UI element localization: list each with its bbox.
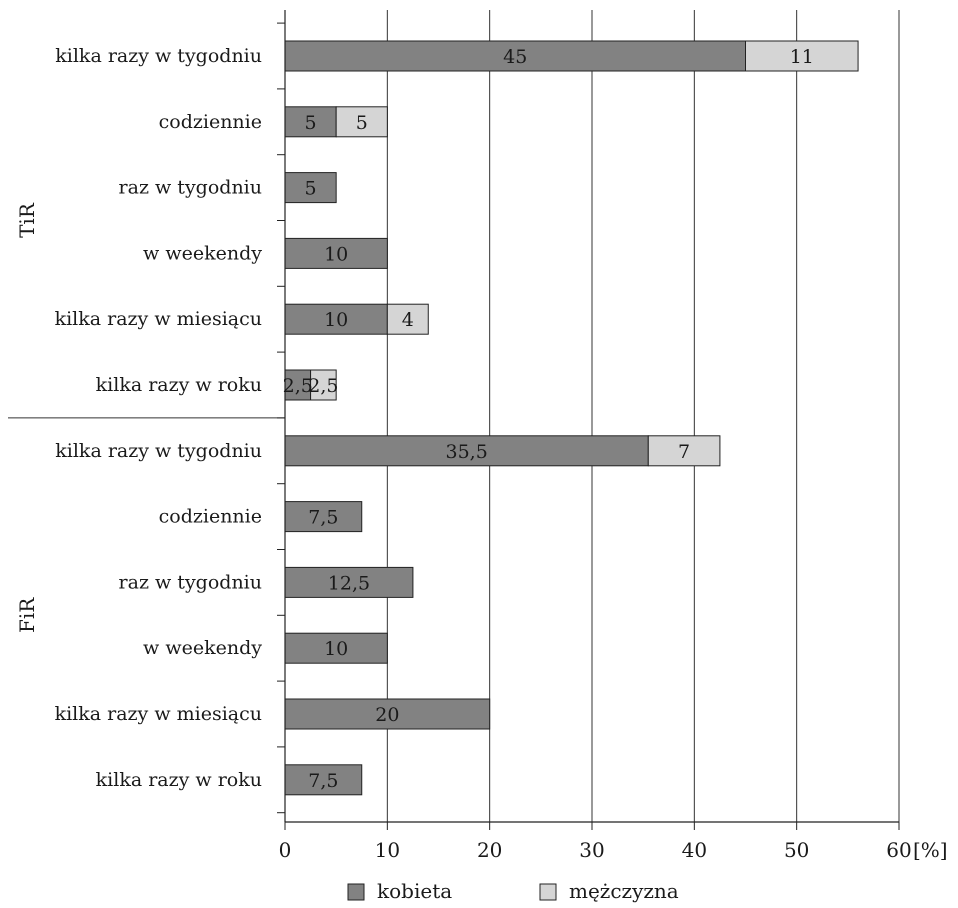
x-tick-label: 50	[784, 838, 809, 862]
bar-mezczyzna	[310, 369, 337, 401]
bar-kobieta	[284, 40, 746, 72]
bar-value-label: 5	[305, 112, 317, 134]
category-label: kilka razy w miesiącu	[55, 308, 262, 330]
bar-value-label: 2,5	[283, 375, 313, 397]
x-tick-label: 40	[682, 838, 707, 862]
x-axis-unit: [%]	[913, 838, 948, 862]
category-label: kilka razy w roku	[96, 374, 262, 396]
bar-mezczyzna	[647, 435, 721, 467]
bar-value-label: 12,5	[328, 572, 370, 594]
bar-kobieta	[284, 501, 363, 533]
bar-value-label: 5	[305, 178, 317, 200]
axis-layer	[8, 10, 900, 830]
bar-mezczyzna	[745, 40, 859, 72]
bar-value-label: 20	[375, 704, 399, 726]
x-tick-label: 0	[279, 838, 292, 862]
legend-swatch	[347, 883, 365, 901]
grid-layer	[386, 10, 900, 822]
category-label: codziennie	[159, 506, 262, 528]
bar-value-label: 35,5	[445, 441, 487, 463]
bar-mezczyzna	[335, 106, 388, 138]
bar-kobieta	[284, 435, 649, 467]
bar-kobieta	[284, 369, 312, 401]
category-label: kilka razy w tygodniu	[55, 45, 262, 67]
bar-value-label: 7,5	[308, 770, 338, 792]
bar-value-label: 10	[324, 309, 348, 331]
x-tick-label: 20	[477, 838, 502, 862]
category-label: w weekendy	[143, 637, 262, 659]
bar-value-label: 10	[324, 243, 348, 265]
x-tick-label: 10	[375, 838, 400, 862]
x-tick-label: 30	[579, 838, 604, 862]
bar-kobieta	[284, 303, 388, 335]
group-label: TiR	[15, 202, 39, 238]
x-tick-label: 60	[886, 838, 911, 862]
category-label: codziennie	[159, 111, 262, 133]
category-label: raz w tygodniu	[119, 177, 262, 199]
category-label: kilka razy w roku	[96, 769, 262, 791]
bar-value-label: 7	[678, 441, 690, 463]
category-label: w weekendy	[143, 242, 262, 264]
bar-kobieta	[284, 566, 414, 598]
legend: kobieta mężczyzna	[347, 879, 679, 903]
bar-value-label: 45	[503, 46, 527, 68]
bar-kobieta	[284, 632, 388, 664]
bar-layer	[284, 40, 859, 796]
bar-value-label: 5	[356, 112, 368, 134]
bar-value-label: 11	[790, 46, 814, 68]
bar-value-label: 2,5	[308, 375, 338, 397]
category-label: raz w tygodniu	[119, 571, 262, 593]
bar-value-label: 7,5	[308, 507, 338, 529]
bar-kobieta	[284, 698, 491, 730]
bar-kobieta	[284, 172, 337, 204]
group-label: FiR	[15, 597, 39, 633]
bar-value-label: 10	[324, 638, 348, 660]
bar-kobieta	[284, 764, 363, 796]
bar-kobieta	[284, 237, 388, 269]
category-label: kilka razy w miesiącu	[55, 703, 262, 725]
legend-swatch	[539, 883, 557, 901]
legend-label: mężczyzna	[569, 879, 679, 903]
bar-value-label: 4	[402, 309, 414, 331]
bar-mezczyzna	[386, 303, 429, 335]
category-label: kilka razy w tygodniu	[55, 440, 262, 462]
legend-label: kobieta	[377, 879, 452, 903]
